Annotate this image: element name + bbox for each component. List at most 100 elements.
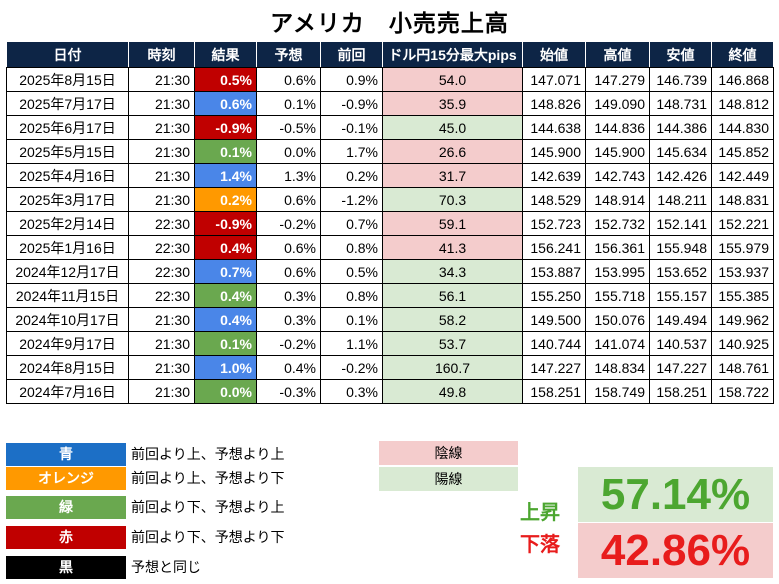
row-open: 140.744: [522, 331, 586, 356]
table-row: 2025年5月15日 21:30 0.1% 0.0% 1.7% 26.6 145.900 14…: [6, 139, 774, 164]
legend-red-desc: 前回より下、予想より下: [131, 529, 285, 545]
row-time: 21:30: [128, 67, 195, 92]
table-row: 2024年10月17日 21:30 0.4% 0.3% 0.1% 58.2 149.500 1…: [6, 307, 774, 332]
row-low: 147.227: [649, 355, 712, 380]
column-header-high: 高値: [585, 41, 650, 68]
row-result: 0.4%: [194, 283, 257, 308]
row-open: 149.500: [522, 307, 586, 332]
row-time: 22:30: [128, 211, 195, 236]
row-open: 145.900: [522, 139, 586, 164]
row-result: 0.0%: [194, 379, 257, 404]
row-forecast: 0.6%: [256, 235, 321, 260]
row-previous: 1.7%: [320, 139, 383, 164]
row-forecast: 0.3%: [256, 307, 321, 332]
row-open: 158.251: [522, 379, 586, 404]
row-date: 2025年1月16日: [6, 235, 129, 260]
legend-blue-desc: 前回より上、予想より上: [131, 446, 285, 462]
row-close: 152.221: [711, 211, 774, 236]
row-result: 0.1%: [194, 331, 257, 356]
row-previous: 0.1%: [320, 307, 383, 332]
table-row: 2024年7月16日 21:30 0.0% -0.3% 0.3% 49.8 158.251 1…: [6, 379, 774, 404]
row-close: 145.852: [711, 139, 774, 164]
row-forecast: -0.5%: [256, 115, 321, 140]
row-pips: 56.1: [382, 283, 523, 308]
row-high: 155.718: [585, 283, 650, 308]
row-date: 2024年10月17日: [6, 307, 129, 332]
row-high: 144.836: [585, 115, 650, 140]
row-high: 148.914: [585, 187, 650, 212]
legend-red-swatch: 赤: [6, 526, 126, 549]
row-date: 2025年4月16日: [6, 163, 129, 188]
row-forecast: 0.3%: [256, 283, 321, 308]
row-time: 22:30: [128, 283, 195, 308]
legend-yang-candle: 陽線: [379, 467, 518, 491]
legend-green-swatch: 緑: [6, 496, 126, 519]
row-close: 148.812: [711, 91, 774, 116]
row-forecast: 0.1%: [256, 91, 321, 116]
row-open: 147.071: [522, 67, 586, 92]
table-row: 2025年8月15日 21:30 0.5% 0.6% 0.9% 54.0 147.071 14…: [6, 67, 774, 92]
table-row: 2024年9月17日 21:30 0.1% -0.2% 1.1% 53.7 140.744 1…: [6, 331, 774, 356]
row-forecast: 0.6%: [256, 259, 321, 284]
row-low: 148.211: [649, 187, 712, 212]
row-forecast: -0.3%: [256, 379, 321, 404]
row-previous: -0.2%: [320, 355, 383, 380]
row-result: 1.0%: [194, 355, 257, 380]
row-time: 21:30: [128, 307, 195, 332]
legend-orange-desc: 前回より上、予想より下: [131, 470, 285, 486]
row-result: 0.5%: [194, 67, 257, 92]
row-low: 152.141: [649, 211, 712, 236]
row-low: 146.739: [649, 67, 712, 92]
data-table: 日付 時刻 結果 予想 前回 ドル円15分最大pips 始値 高値 安値 終値 …: [6, 41, 774, 404]
row-high: 156.361: [585, 235, 650, 260]
row-open: 148.826: [522, 91, 586, 116]
column-header-date: 日付: [6, 41, 129, 68]
row-low: 142.426: [649, 163, 712, 188]
row-time: 21:30: [128, 163, 195, 188]
column-header-close: 終値: [711, 41, 774, 68]
row-pips: 54.0: [382, 67, 523, 92]
legend-blue-swatch: 青: [6, 443, 126, 466]
row-time: 21:30: [128, 187, 195, 212]
legend-yin-candle: 陰線: [379, 441, 518, 465]
row-open: 148.529: [522, 187, 586, 212]
row-forecast: 1.3%: [256, 163, 321, 188]
row-pips: 31.7: [382, 163, 523, 188]
table-body: 2025年8月15日 21:30 0.5% 0.6% 0.9% 54.0 147.071 14…: [6, 67, 774, 404]
row-previous: -0.1%: [320, 115, 383, 140]
row-high: 147.279: [585, 67, 650, 92]
row-close: 146.868: [711, 67, 774, 92]
column-header-result: 結果: [194, 41, 257, 68]
row-high: 148.834: [585, 355, 650, 380]
row-result: 0.6%: [194, 91, 257, 116]
row-date: 2024年11月15日: [6, 283, 129, 308]
row-high: 158.749: [585, 379, 650, 404]
row-previous: 0.8%: [320, 283, 383, 308]
row-high: 142.743: [585, 163, 650, 188]
row-previous: 0.7%: [320, 211, 383, 236]
row-result: 0.4%: [194, 235, 257, 260]
row-high: 145.900: [585, 139, 650, 164]
row-date: 2025年7月17日: [6, 91, 129, 116]
row-pips: 49.8: [382, 379, 523, 404]
row-forecast: -0.2%: [256, 211, 321, 236]
row-close: 148.761: [711, 355, 774, 380]
row-high: 153.995: [585, 259, 650, 284]
row-low: 148.731: [649, 91, 712, 116]
row-open: 156.241: [522, 235, 586, 260]
page-title: アメリカ 小売売上高: [270, 11, 509, 37]
table-row: 2025年6月17日 21:30 -0.9% -0.5% -0.1% 45.0 144.63…: [6, 115, 774, 140]
row-forecast: 0.6%: [256, 187, 321, 212]
column-header-low: 安値: [649, 41, 712, 68]
row-date: 2025年2月14日: [6, 211, 129, 236]
row-previous: 0.3%: [320, 379, 383, 404]
table-row: 2024年11月15日 22:30 0.4% 0.3% 0.8% 56.1 155.250 1…: [6, 283, 774, 308]
row-close: 144.830: [711, 115, 774, 140]
column-header-forecast: 予想: [256, 41, 321, 68]
row-time: 21:30: [128, 355, 195, 380]
row-open: 153.887: [522, 259, 586, 284]
column-header-open: 始値: [522, 41, 586, 68]
up-percentage: 57.14%: [578, 467, 773, 522]
row-previous: 0.9%: [320, 67, 383, 92]
row-result: -0.9%: [194, 115, 257, 140]
